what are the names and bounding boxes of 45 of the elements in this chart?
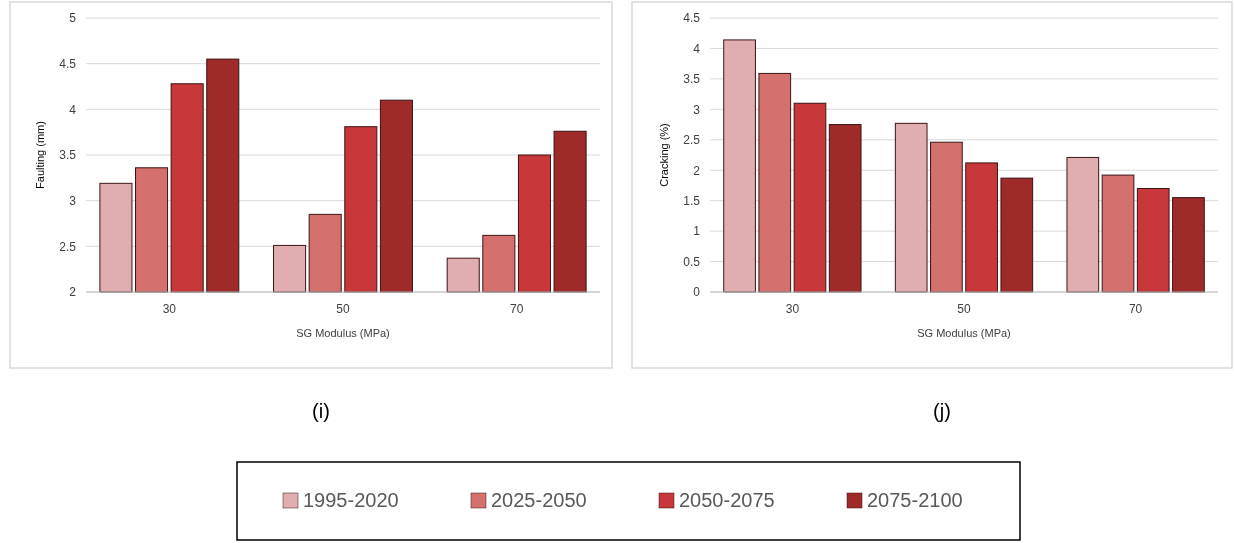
x-tick-label: 70 <box>1128 301 1143 316</box>
x-tick-label: 50 <box>336 301 350 316</box>
text: (i) <box>312 400 330 422</box>
y-tick-label: 0 <box>693 285 701 300</box>
bar <box>1066 156 1100 293</box>
x-tick-label: 70 <box>509 301 524 316</box>
bar <box>1000 177 1034 293</box>
bar <box>930 141 963 293</box>
legend-label: 2075-2100 <box>867 489 963 511</box>
bar <box>723 39 756 293</box>
y-tick-label: 2.5 <box>683 133 701 148</box>
legend-label: 2050-2075 <box>679 489 775 511</box>
y-tick-label: 4 <box>69 102 77 117</box>
x-tick-label: 30 <box>785 301 800 316</box>
y-tick-label: 4.5 <box>59 57 77 72</box>
bar <box>793 102 827 293</box>
bar <box>1101 174 1135 293</box>
y-tick-label: 4 <box>693 41 701 56</box>
bar <box>1172 197 1205 293</box>
bar <box>828 124 862 293</box>
y-tick-label: 0.5 <box>683 254 701 269</box>
legend-label: 2025-2050 <box>491 489 587 511</box>
bar <box>894 122 928 293</box>
y-tick-label: 2.5 <box>59 239 77 254</box>
y-tick-label: 2 <box>69 285 77 300</box>
y-tick-label: 3 <box>693 102 701 117</box>
bar <box>965 162 998 293</box>
x-axis-title: SG Modulus (MPa) <box>917 327 1011 339</box>
y-tick-label: 4.5 <box>683 11 701 26</box>
y-axis-title: Faulting (mm) <box>34 121 46 189</box>
y-axis-title: Cracking (%) <box>658 123 670 187</box>
x-tick-label: 50 <box>957 301 971 316</box>
text: (j) <box>933 400 951 422</box>
y-tick-label: 5 <box>69 11 77 26</box>
x-axis-title: SG Modulus (MPa) <box>296 327 390 339</box>
bar <box>758 72 792 293</box>
bar <box>1136 187 1170 293</box>
legend-label: 1995-2020 <box>303 489 399 511</box>
y-tick-label: 1.5 <box>683 194 701 209</box>
y-tick-label: 3.5 <box>683 72 701 87</box>
y-tick-label: 2 <box>693 163 701 178</box>
x-tick-label: 30 <box>162 301 177 316</box>
y-tick-label: 3 <box>69 194 77 209</box>
y-tick-label: 1 <box>693 224 701 239</box>
y-tick-label: 3.5 <box>59 148 77 163</box>
